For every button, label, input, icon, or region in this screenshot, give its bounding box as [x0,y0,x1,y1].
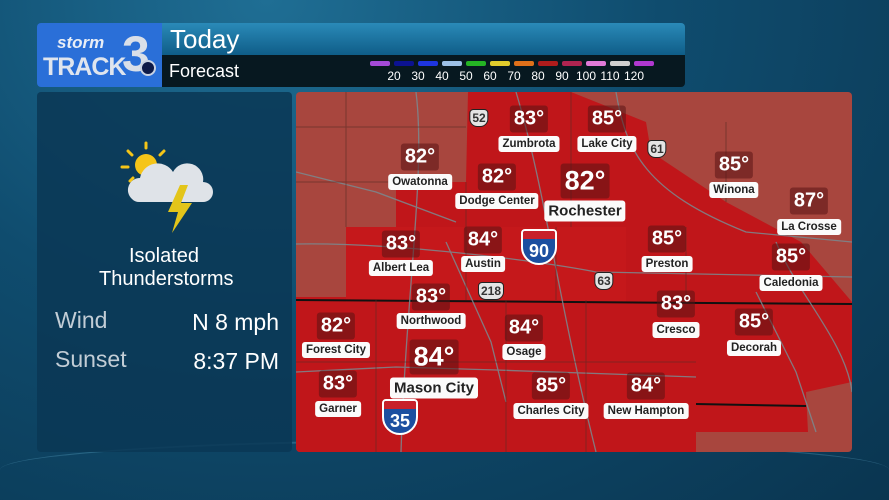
logo-track: TRACK [43,53,126,81]
interstate-shield-icon: 35 [382,399,418,435]
city-name-label: Winona [709,182,759,198]
city-name-label: Cresco [652,322,700,338]
city-temperature: 84° [463,226,503,254]
legend-label: 100 [575,69,597,83]
legend-swatch [442,61,462,66]
legend-swatch [610,61,630,66]
city-temperature: 85° [531,372,571,400]
city-name-label: Austin [461,256,505,272]
legend-label: 20 [387,69,401,83]
legend-swatch [634,61,654,66]
legend-label: 40 [435,69,449,83]
wind-value: N 8 mph [192,309,279,335]
logo-storm: storm [57,33,105,52]
city-temperature: 83° [509,105,549,133]
legend-swatch [418,61,438,66]
subtitle-bar: Forecast [162,55,685,87]
city-temperature: 87° [789,187,829,215]
wind-label: Wind [55,307,108,333]
us-route-shield-icon: 61 [647,140,667,158]
sunset-value: 8:37 PM [193,348,279,374]
legend-label: 50 [459,69,473,83]
city-name-label: Dodge Center [455,193,539,209]
city-temperature: 85° [647,225,687,253]
page-subtitle: Forecast [169,61,240,81]
legend-label: 120 [623,69,645,83]
city-temperature: 85° [771,243,811,271]
city-name-label: Forest City [301,342,371,358]
us-route-shield-icon: 63 [594,272,614,290]
city-name-label: Lake City [577,136,637,152]
condition-text: Isolated Thunderstorms [99,245,234,290]
legend-swatch [586,61,606,66]
city-temperature: 84° [626,372,666,400]
forecast-map: 83° Zumbrota 85° Lake City 82° Owatonna 82° Dod… [296,92,852,452]
city-temperature: 82° [400,143,440,171]
city-name-label: Osage [502,344,546,360]
legend-swatch [466,61,486,66]
legend-label: 30 [411,69,425,83]
storm-track-3-logo: storm TRACK 3 [37,23,162,87]
city-temperature: 83° [656,290,696,318]
city-temperature: 85° [587,105,627,133]
city-temperature: 83° [318,370,358,398]
cbs-eye-icon [140,60,156,76]
legend-label: 70 [507,69,521,83]
legend-swatch [514,61,534,66]
title-bar: Today [162,23,685,55]
city-name-label: Charles City [513,403,589,419]
city-temperature: 84° [504,314,544,342]
city-name-label: Rochester [544,200,626,222]
legend-label: 80 [531,69,545,83]
city-temperature: 82° [316,312,356,340]
legend-swatch [394,61,414,66]
us-route-shield-icon: 52 [469,109,489,127]
sun-cloud-lightning-icon [120,141,213,233]
city-temperature: 85° [734,308,774,336]
us-route-shield-icon: 218 [477,282,505,300]
legend-swatch [538,61,558,66]
city-temperature: 83° [381,230,421,258]
city-name-label: Zumbrota [498,136,560,152]
city-name-label: Garner [315,401,361,417]
city-name-label: New Hampton [603,403,689,419]
legend-label: 90 [555,69,569,83]
city-name-label: La Crosse [777,219,841,235]
city-name-label: Caledonia [759,275,823,291]
city-temperature: 84° [409,339,459,375]
sunset-label: Sunset [55,346,127,372]
city-name-label: Owatonna [388,174,452,190]
city-name-label: Albert Lea [368,260,434,276]
city-temperature: 85° [714,151,754,179]
legend-swatch [490,61,510,66]
legend-swatch [562,61,582,66]
interstate-shield-icon: 90 [521,229,557,265]
page-title: Today [170,24,240,54]
city-name-label: Preston [641,256,693,272]
conditions-panel: Isolated Thunderstorms Wind N 8 mph Suns… [37,92,292,452]
city-temperature: 82° [477,163,517,191]
city-name-label: Mason City [389,377,479,399]
legend-label: 110 [600,69,620,83]
legend-swatch [370,61,390,66]
city-name-label: Northwood [396,313,466,329]
city-temperature: 83° [411,283,451,311]
city-name-label: Decorah [726,340,782,356]
legend-label: 60 [483,69,497,83]
city-temperature: 82° [560,163,610,199]
